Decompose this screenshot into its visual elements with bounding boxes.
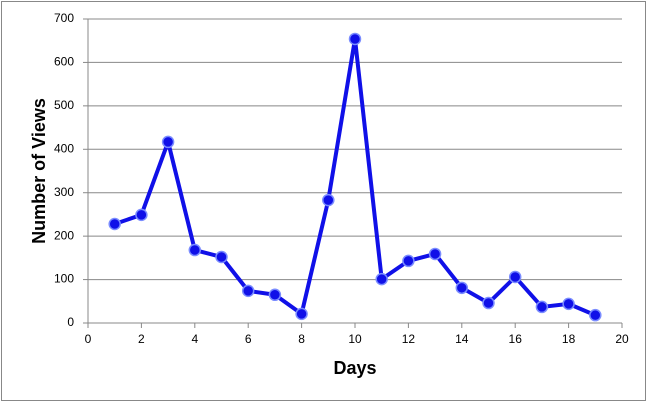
marker: [161, 135, 175, 149]
x-tick-label: 10: [348, 332, 362, 346]
y-axis-title: Number of Views: [29, 98, 49, 244]
x-tick-label: 0: [85, 332, 92, 346]
x-tick-label: 12: [402, 332, 416, 346]
y-tick-label: 200: [54, 228, 74, 242]
y-tick-label: 0: [67, 315, 74, 329]
y-tick-label: 600: [54, 55, 74, 69]
marker: [589, 308, 602, 322]
x-tick-label: 20: [615, 332, 629, 346]
x-tick-label: 6: [245, 332, 252, 346]
marker: [108, 217, 121, 231]
marker: [215, 250, 228, 264]
x-axis-title: Days: [333, 358, 376, 378]
y-tick-label: 500: [54, 98, 74, 112]
marker: [402, 254, 415, 268]
y-tick-label: 300: [54, 185, 74, 199]
marker: [241, 284, 255, 298]
marker: [455, 281, 469, 295]
marker: [535, 300, 549, 314]
marker: [428, 247, 442, 261]
y-tick-label: 100: [54, 272, 74, 286]
marker: [482, 296, 495, 310]
marker: [375, 272, 388, 286]
marker: [295, 307, 308, 321]
x-tick-label: 18: [562, 332, 576, 346]
marker: [508, 270, 522, 284]
y-tick-label: 400: [54, 141, 74, 155]
x-tick-label: 2: [138, 332, 145, 346]
y-tick-label: 700: [54, 11, 74, 25]
marker: [135, 208, 148, 222]
marker: [268, 288, 282, 302]
x-tick-label: 4: [191, 332, 198, 346]
marker: [188, 243, 202, 257]
marker: [348, 32, 362, 46]
x-tick-label: 8: [298, 332, 305, 346]
x-tick-label: 14: [455, 332, 469, 346]
marker: [562, 297, 575, 311]
marker: [322, 193, 335, 207]
x-tick-label: 16: [509, 332, 523, 346]
